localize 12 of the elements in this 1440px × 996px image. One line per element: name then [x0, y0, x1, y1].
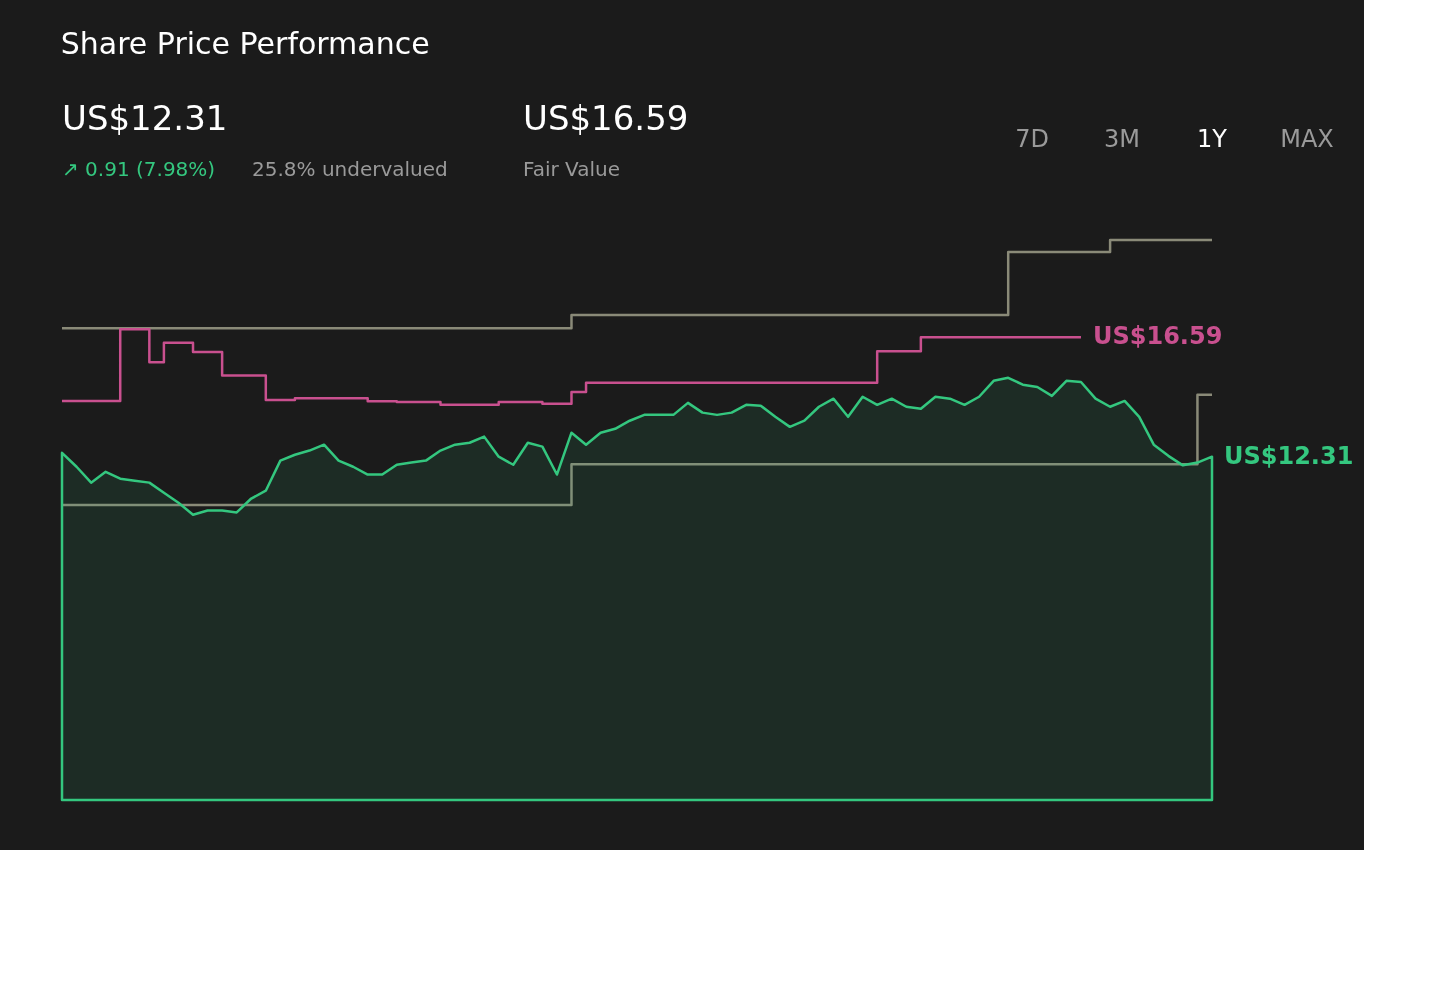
text: 1Y: [1197, 125, 1228, 153]
chart-title: Share Price Performance: [60, 26, 430, 61]
data-label: US$12.31: [1224, 441, 1354, 470]
text: 25.8% undervalued: [252, 157, 448, 181]
text: US$16.59: [523, 98, 689, 138]
text: US$12.31: [62, 98, 228, 138]
text: 3M: [1104, 125, 1140, 153]
text: ↗ 0.91 (7.98%): [62, 157, 216, 181]
text: MAX: [1280, 125, 1334, 153]
data-label: US$16.59: [1092, 322, 1223, 351]
text: Fair Value: [523, 157, 620, 181]
text: 7D: [1015, 125, 1049, 153]
